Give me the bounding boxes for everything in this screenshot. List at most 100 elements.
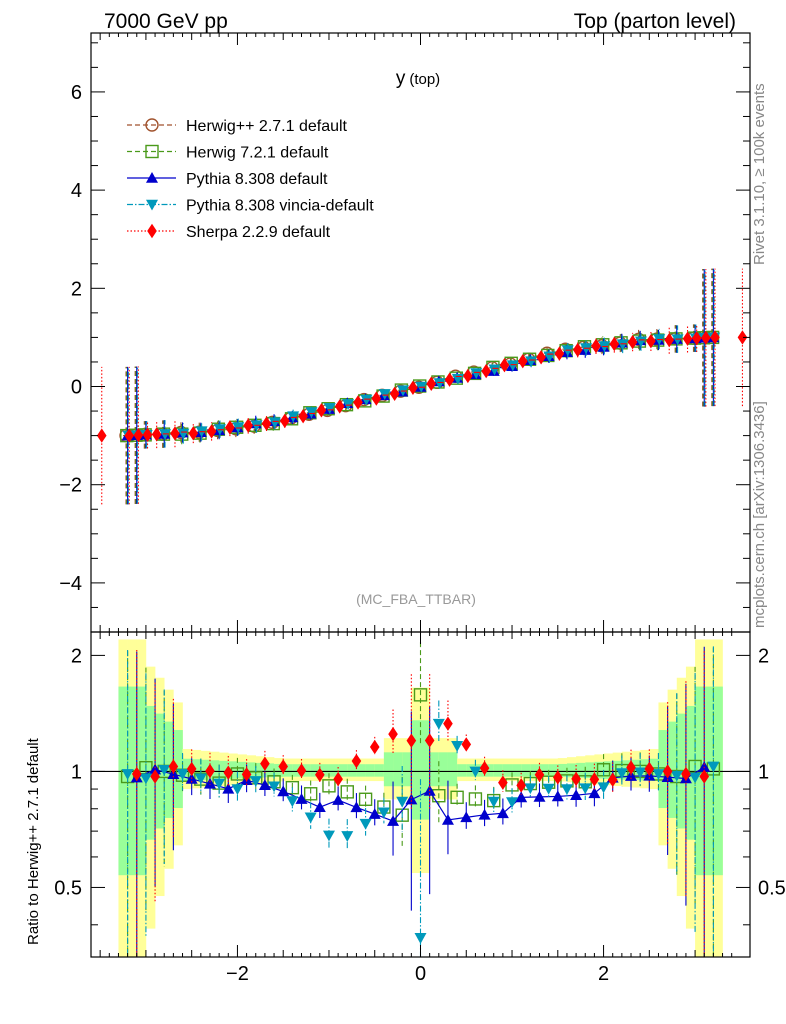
ratio-point (443, 716, 453, 731)
data-point (554, 346, 565, 361)
mc-band-inner (603, 761, 614, 779)
data-point (536, 350, 546, 365)
data-point (701, 330, 711, 346)
data-point (710, 330, 720, 345)
main-y-tick-label: 0 (71, 377, 82, 399)
legend-entry: Herwig 7.2.1 default (127, 145, 329, 162)
ratio-point (432, 718, 445, 730)
ratio-point (516, 778, 526, 793)
header-left: 7000 GeV pp (104, 10, 228, 33)
ratio-point (498, 775, 508, 790)
ratio-point (333, 771, 343, 787)
ratio-point (131, 766, 142, 782)
ratio-point (542, 783, 555, 795)
mc-band-inner (557, 763, 568, 777)
mc-band-inner (521, 764, 531, 777)
ratio-point (368, 808, 381, 819)
data-point (616, 339, 629, 351)
data-point (470, 368, 483, 380)
data-point (206, 424, 217, 439)
mc-band-inner (118, 686, 128, 876)
legend-marker (145, 144, 159, 159)
mc-band-inner (219, 760, 229, 780)
ratio-point (295, 793, 308, 804)
mc-band-inner (704, 686, 714, 876)
main-series-3 (122, 268, 721, 505)
data-point (572, 342, 583, 358)
mc-band-inner (264, 763, 275, 778)
ratio-point (396, 796, 409, 808)
ratio-point (579, 783, 592, 795)
ratio-point (644, 761, 655, 777)
ratio-point (121, 769, 134, 780)
data-point (353, 395, 363, 410)
mc-band-inner (447, 752, 458, 787)
mc-band-inner (667, 721, 678, 818)
main-series-4 (96, 268, 748, 505)
ratio-connector (337, 799, 357, 808)
ratio-point (388, 726, 398, 742)
ratio-point (332, 794, 345, 805)
ratio-connector (429, 790, 449, 821)
data-point (342, 399, 355, 410)
ratio-ylabel: Ratio to Herwig++ 2.7.1 default (25, 737, 42, 945)
mc-band-inner (640, 759, 650, 781)
ratio-point (689, 772, 702, 784)
plot-frames (90, 32, 751, 958)
ratio-point (358, 792, 373, 806)
mc-band-inner (228, 761, 238, 779)
ratio-point (406, 733, 417, 748)
main-y-tick-label: −4 (59, 573, 82, 595)
mcplots-label: mcplots.cern.ch [arXiv:1306.3436] (751, 401, 768, 628)
mc-band-inner (383, 752, 394, 787)
data-point (408, 380, 418, 395)
legend-entry: Pythia 8.308 default (127, 171, 328, 188)
main-plot-marks (96, 268, 748, 505)
legend: Herwig++ 2.7.1 default Herwig 7.2.1 defau… (127, 118, 374, 241)
ratio-point (359, 818, 372, 830)
legend-marker (147, 223, 157, 239)
ratio-point (377, 807, 390, 819)
data-point (389, 386, 400, 402)
ratio-point (296, 763, 307, 778)
data-point (151, 427, 162, 442)
mc-band-inner (411, 720, 421, 820)
mc-band-inner (209, 760, 220, 780)
mc-band-inner (658, 730, 668, 809)
data-point (378, 389, 391, 400)
mc-band-inner (566, 763, 577, 778)
main-y-tick-label: −2 (59, 475, 82, 497)
data-point (323, 403, 336, 414)
mc-band-inner (548, 764, 559, 777)
ratio-point (223, 765, 234, 780)
ratio-point (681, 766, 691, 782)
ratio-point (506, 797, 519, 809)
mc-band-inner (420, 720, 430, 820)
mc-band-inner (328, 764, 339, 777)
legend-entry: Sherpa 2.2.9 default (127, 223, 331, 241)
x-tick-label: 0 (415, 963, 426, 985)
data-point (444, 372, 455, 387)
data-point (682, 331, 693, 346)
ratio-series-2 (121, 646, 720, 957)
ratio-point (150, 769, 160, 784)
data-point (243, 418, 253, 433)
legend-label: Pythia 8.308 default (186, 171, 328, 188)
ratio-point (322, 830, 335, 842)
mc-band-inner (255, 762, 266, 778)
main-y-tick-label: 2 (71, 278, 82, 300)
ratio-point (241, 767, 252, 782)
data-point (691, 331, 702, 346)
mc-band-inner (319, 764, 330, 777)
ratio-point (315, 767, 325, 783)
mc-band-inner (438, 752, 449, 787)
mc-band-inner (402, 752, 412, 787)
ratio-point (468, 792, 483, 806)
ratio-y-tick-label: 0.5 (54, 877, 82, 899)
ratio-y-tick-labels: 0.5 0.5 1 1 2 2 (54, 645, 786, 899)
ratio-point (487, 796, 500, 808)
ratio-point (350, 801, 363, 813)
ratio-point (652, 769, 665, 780)
ratio-point (176, 769, 189, 780)
